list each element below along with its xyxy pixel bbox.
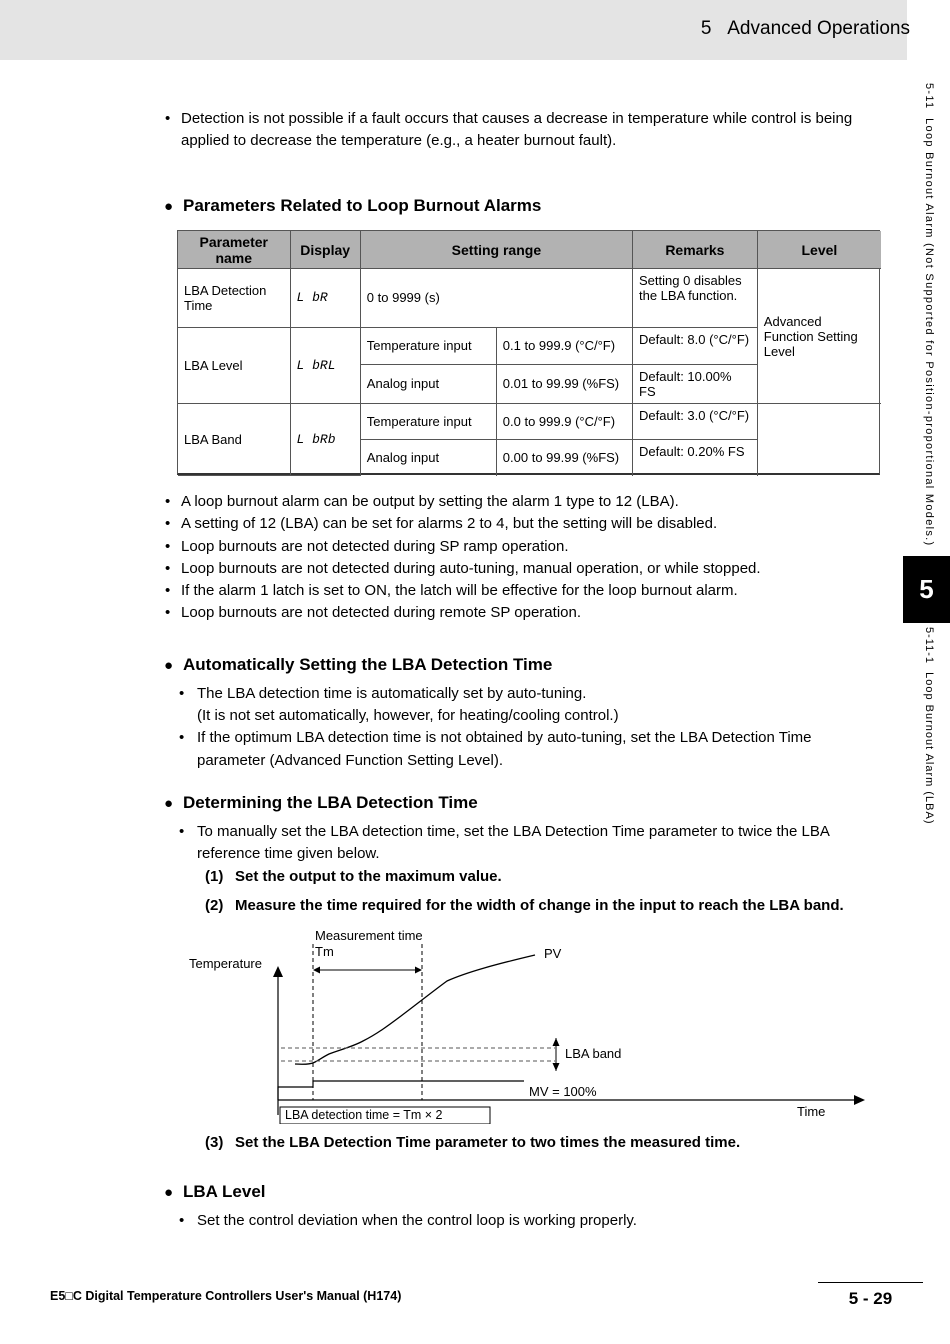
svg-text:LBA band: LBA band xyxy=(565,1046,621,1061)
svg-text:LBA detection time = Tm × 2: LBA detection time = Tm × 2 xyxy=(285,1108,443,1122)
svg-text:Time: Time xyxy=(797,1104,825,1119)
svg-text:MV = 100%: MV = 100% xyxy=(529,1084,597,1099)
svg-text:Measurement time: Measurement time xyxy=(315,928,423,943)
svg-text:PV: PV xyxy=(544,946,562,961)
svg-text:Tm: Tm xyxy=(315,944,334,959)
svg-text:Temperature: Temperature xyxy=(189,956,262,971)
